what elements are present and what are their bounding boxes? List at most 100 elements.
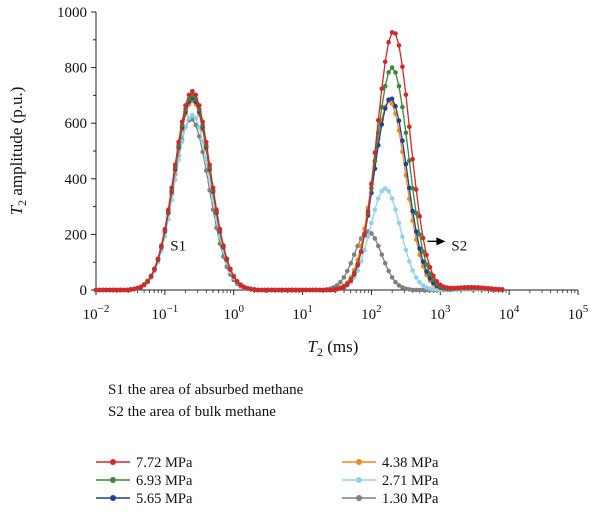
data-point: [386, 97, 391, 102]
data-point: [348, 261, 354, 266]
data-point: [472, 285, 478, 290]
legend-label: 2.71 MPa: [382, 473, 439, 489]
data-point: [107, 287, 113, 293]
x-tick-exponent: 5: [583, 303, 589, 315]
data-point: [141, 282, 147, 288]
y-tick-label: 0: [80, 283, 88, 299]
data-point: [369, 181, 374, 186]
data-point: [307, 287, 312, 293]
data-point: [393, 279, 398, 285]
data-point: [358, 249, 364, 255]
annotation-s2: S2: [451, 239, 467, 255]
data-point: [100, 287, 106, 293]
data-point: [482, 285, 488, 291]
data-point: [444, 285, 450, 290]
data-point: [496, 286, 502, 292]
x-tick-label: 10−2: [83, 303, 110, 323]
legend-item: 6.93 MPa: [96, 473, 193, 489]
data-point: [400, 285, 405, 290]
data-point: [286, 287, 292, 293]
data-point: [183, 103, 188, 108]
data-point: [458, 285, 464, 290]
data-point: [451, 285, 457, 291]
data-point: [393, 103, 398, 109]
data-point: [400, 234, 405, 240]
data-point: [279, 287, 285, 293]
data-point: [413, 287, 419, 293]
data-point: [386, 268, 391, 274]
data-point: [427, 286, 433, 291]
legend-item: 4.38 MPa: [342, 455, 439, 471]
data-point: [138, 284, 144, 290]
data-point: [300, 287, 305, 293]
data-point: [179, 119, 185, 124]
data-point: [417, 287, 422, 293]
data-point: [393, 31, 398, 36]
data-point: [135, 286, 140, 291]
series-7-72-MPa: [93, 30, 505, 293]
data-point: [438, 282, 443, 288]
x-tick-label: 102: [361, 303, 382, 323]
data-point: [345, 282, 350, 288]
data-point: [410, 268, 416, 273]
data-point: [338, 279, 343, 285]
legend-marker: [110, 477, 116, 483]
data-point: [193, 122, 199, 128]
x-tick-base: 10: [292, 307, 307, 323]
data-point: [338, 286, 343, 291]
data-point: [97, 287, 102, 293]
data-point: [207, 162, 212, 168]
legend-item: 7.72 MPa: [96, 455, 193, 471]
data-point: [200, 119, 205, 124]
legend: 7.72 MPa 6.93 MPa 5.65 MPa 4.38 MPa 2.71 MPa…: [96, 455, 439, 507]
data-point: [193, 92, 199, 98]
data-point: [283, 287, 288, 293]
data-point: [400, 138, 405, 143]
x-tick-label: 100: [223, 303, 244, 323]
data-point: [365, 208, 371, 214]
data-point: [389, 96, 395, 102]
y-axis-label: T2 amplitude (p.u.): [7, 87, 29, 216]
x-tick-base: 10: [499, 307, 514, 323]
y-label-rest: amplitude (p.u.): [7, 87, 26, 200]
data-point: [400, 64, 405, 69]
data-point: [455, 285, 460, 291]
x-tick-label: 101: [292, 303, 313, 323]
data-point: [424, 252, 429, 258]
data-point: [376, 117, 381, 123]
x-axis-label: T2 (ms): [308, 337, 359, 359]
data-point: [382, 83, 388, 89]
x-tick-base: 10: [223, 307, 238, 323]
series-4-38-MPa: [93, 98, 505, 293]
y-tick-label: 600: [65, 116, 88, 132]
data-point: [407, 259, 412, 264]
data-point: [148, 273, 154, 279]
y-label-main: T: [7, 204, 26, 215]
data-point: [410, 208, 416, 214]
x-tick-base: 10: [151, 307, 166, 323]
data-point: [265, 287, 271, 293]
data-point: [348, 278, 354, 284]
notes: S1 the area of absurbed methane S2 the ar…: [108, 382, 304, 420]
data-point: [114, 287, 119, 293]
data-point: [224, 256, 230, 262]
data-point: [441, 284, 447, 290]
data-point: [413, 275, 419, 280]
legend-label: 1.30 MPa: [382, 491, 439, 507]
data-point: [341, 284, 347, 290]
data-point: [372, 150, 378, 155]
data-point: [403, 247, 409, 253]
data-point: [93, 287, 99, 293]
x-tick-base: 10: [568, 307, 583, 323]
data-point: [465, 285, 471, 290]
data-point: [259, 287, 264, 293]
data-point: [369, 220, 374, 226]
data-point: [203, 139, 209, 145]
x-tick-base: 10: [361, 307, 376, 323]
data-point: [379, 86, 385, 92]
x-tick-base: 10: [83, 307, 98, 323]
x-tick-label: 105: [568, 303, 589, 323]
data-point: [393, 207, 398, 212]
series-6-93-MPa: [93, 65, 505, 293]
data-point: [317, 287, 323, 293]
